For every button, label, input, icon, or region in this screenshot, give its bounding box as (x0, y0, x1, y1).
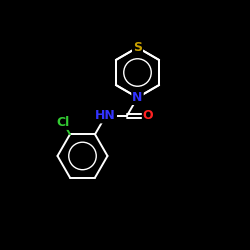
Text: HN: HN (95, 110, 116, 122)
Text: O: O (143, 110, 154, 122)
Text: S: S (133, 41, 142, 54)
Text: N: N (132, 91, 143, 104)
Text: Cl: Cl (56, 116, 70, 129)
